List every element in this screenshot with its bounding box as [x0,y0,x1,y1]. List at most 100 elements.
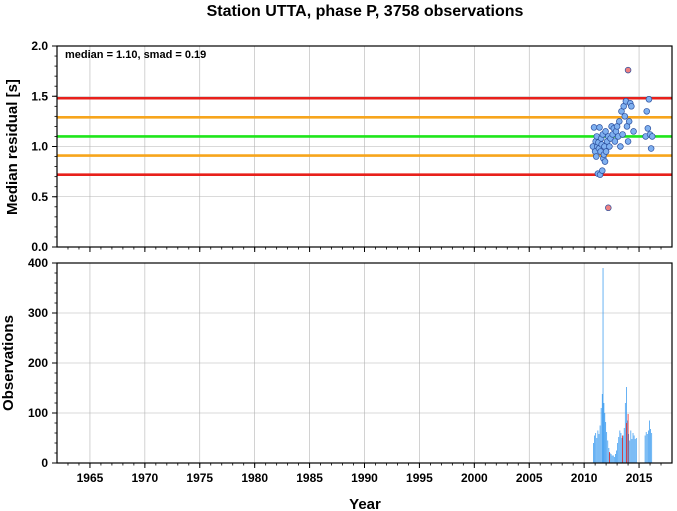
x-tick-label: 1985 [296,471,323,485]
bottom-grid [57,262,672,464]
bottom-y-tick-label: 0 [41,456,48,470]
top-y-tick-label: 0.5 [31,190,48,204]
observation-bar [617,443,619,463]
residual-point [647,145,655,152]
observation-bar [622,435,624,463]
observation-bar [595,433,597,463]
residual-point [619,131,626,138]
observation-bar [634,439,636,463]
observation-bar [629,440,631,463]
observation-bar [604,413,606,463]
top-grid [57,45,672,248]
observation-bar [613,457,615,463]
observation-bar [622,435,623,463]
residual-point [592,153,600,160]
observation-bar [600,408,602,463]
observation-bar [596,438,598,463]
top-x-ticks [67,247,662,252]
chart-title: Station UTTA, phase P, 3758 observations [207,3,524,20]
residual-point [602,148,610,155]
observation-bar [646,434,648,463]
observation-bar [612,455,614,463]
observation-bar [619,430,621,463]
x-tick-label: 2015 [626,471,653,485]
residual-point [602,128,609,135]
observation-bar [632,433,634,463]
observation-bar [650,429,651,463]
residual-point [624,66,632,74]
bottom-y-tick-label: 300 [28,306,48,320]
residual-point [596,124,603,131]
x-tick-label: 1995 [406,471,433,485]
top-y-tick-label: 1.0 [31,140,48,154]
bottom-y-tick-label: 100 [28,406,48,420]
observation-bar [593,443,594,463]
observation-bar [616,450,617,463]
residual-point [616,118,623,125]
observation-bar [626,423,627,463]
x-tick-label: 1990 [351,471,378,485]
bottom-x-ticks: 1965 1970 1975 1980 1985 1990 1995 2000 2005 2010… [67,463,662,485]
observation-bar [645,432,647,463]
observation-bar [597,430,599,463]
observation-bar [635,438,637,463]
observation-bar [633,435,635,463]
observation-bar [605,422,607,463]
residual-point [648,133,656,140]
bottom-y-ticks: 0 100 200 300 400 [28,256,57,470]
residual-point [644,125,652,132]
bottom-y-tick-label: 400 [28,256,48,270]
observation-bar [651,433,653,463]
residual-point [643,108,650,115]
residual-point [605,204,612,212]
top-y-ticks: 0.0 0.5 1.0 1.5 2.0 [31,39,57,254]
observation-bar [627,414,629,463]
top-y-tick-label: 2.0 [31,39,48,53]
x-tick-label: 2000 [461,471,488,485]
observation-bar [620,433,622,463]
observation-bar [644,435,646,463]
x-axis-label: Year [349,496,381,511]
observation-bar [611,455,613,463]
observation-bar [649,420,650,463]
top-y-tick-label: 1.5 [31,89,48,103]
residual-point [601,158,609,165]
x-tick-label: 1965 [77,471,104,485]
observation-bar [621,438,623,463]
residual-point [645,96,653,103]
observation-bar [602,268,604,463]
observation-bar [599,425,601,463]
bottom-y-tick-label: 200 [28,356,48,370]
observation-bar [648,430,649,463]
observation-bar [610,454,612,463]
observation-bar [609,453,611,463]
observation-bar [624,403,626,463]
observation-bar [630,430,632,463]
x-tick-label: 1970 [132,471,159,485]
residual-point [628,103,635,110]
observation-bar [627,420,628,463]
observation-bar [598,434,600,463]
observation-bar [601,394,603,463]
residual-points [589,66,656,212]
residual-point [630,128,637,135]
observation-bar [607,440,609,463]
residual-point [599,167,606,174]
residual-point [611,138,619,145]
reference-lines [57,96,672,176]
residual-point [624,138,632,145]
residual-point [606,143,613,150]
observation-bar [608,448,610,463]
observation-bar [594,435,595,463]
observation-bar [618,437,620,463]
observation-bar [606,432,608,463]
top-y-axis-label: Median residual [s] [4,79,21,215]
residual-point [625,118,633,125]
x-tick-label: 1980 [241,471,268,485]
observation-bar [609,452,610,463]
observation-bar [615,454,616,463]
observation-bar [623,428,625,463]
median-residual-panel: 0.0 0.5 1.0 1.5 2.0 median = 1.10, smad = 0.… [4,39,673,254]
